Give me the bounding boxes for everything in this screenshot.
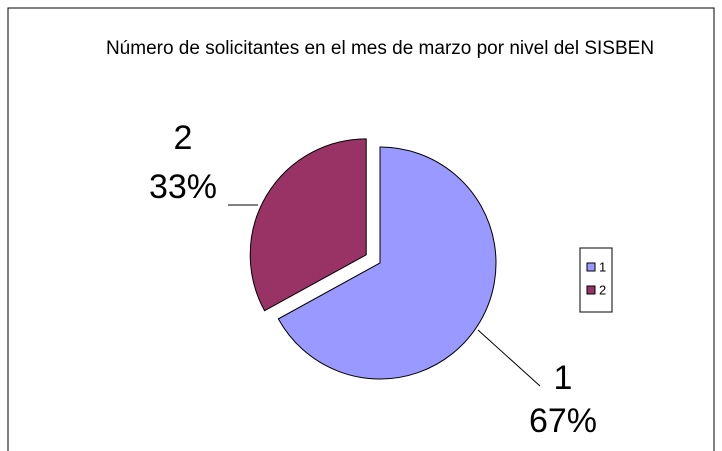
data-label-category: 1	[554, 359, 573, 397]
data-label: 33%	[149, 168, 217, 206]
legend-label: 1	[599, 259, 606, 274]
legend-label: 2	[599, 282, 606, 297]
leader-line	[477, 329, 541, 387]
pie	[249, 138, 497, 380]
pie-slice	[277, 146, 497, 380]
chart-title: Número de solicitantes en el mes de marz…	[105, 38, 655, 59]
pie-slice	[249, 138, 367, 312]
legend-swatch	[586, 285, 596, 295]
legend-box	[579, 247, 613, 313]
legend-swatch	[586, 262, 596, 272]
data-label-category: 2	[174, 119, 193, 157]
data-label: 67%	[529, 402, 597, 440]
